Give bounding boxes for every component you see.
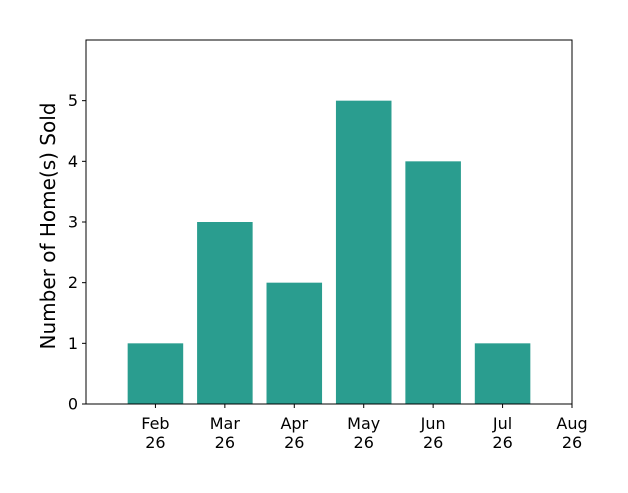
x-tick-label: May 26 [347, 414, 380, 452]
y-tick-label: 4 [68, 152, 78, 171]
y-tick-label: 2 [68, 273, 78, 292]
y-tick-label: 0 [68, 395, 78, 414]
bar-may-26 [335, 100, 392, 405]
bars-group [127, 100, 531, 405]
y-tick-label: 1 [68, 334, 78, 353]
bar-apr-26 [266, 282, 323, 404]
y-tick-label: 3 [68, 213, 78, 232]
x-tick-label: Apr 26 [280, 414, 308, 452]
y-axis-ticks: 0 1 2 3 4 5 [68, 91, 86, 414]
x-tick-label: Jun 26 [420, 414, 446, 452]
x-tick-label: Mar 26 [210, 414, 241, 452]
x-tick-label: Aug 26 [556, 414, 587, 452]
bar-feb-26 [127, 343, 184, 404]
x-tick-label: Jul 26 [492, 414, 513, 452]
x-tick-label: Feb 26 [141, 414, 169, 452]
bar-jul-26 [474, 343, 531, 404]
x-axis-ticks: Feb 26 Mar 26 Apr 26 May 26 Jun 26 Jul 26 Aug 26 [141, 404, 588, 452]
y-tick-label: 5 [68, 91, 78, 110]
bar-jun-26 [405, 161, 461, 404]
y-axis-label: Number of Home(s) Sold [36, 103, 60, 350]
bar-mar-26 [197, 222, 253, 404]
